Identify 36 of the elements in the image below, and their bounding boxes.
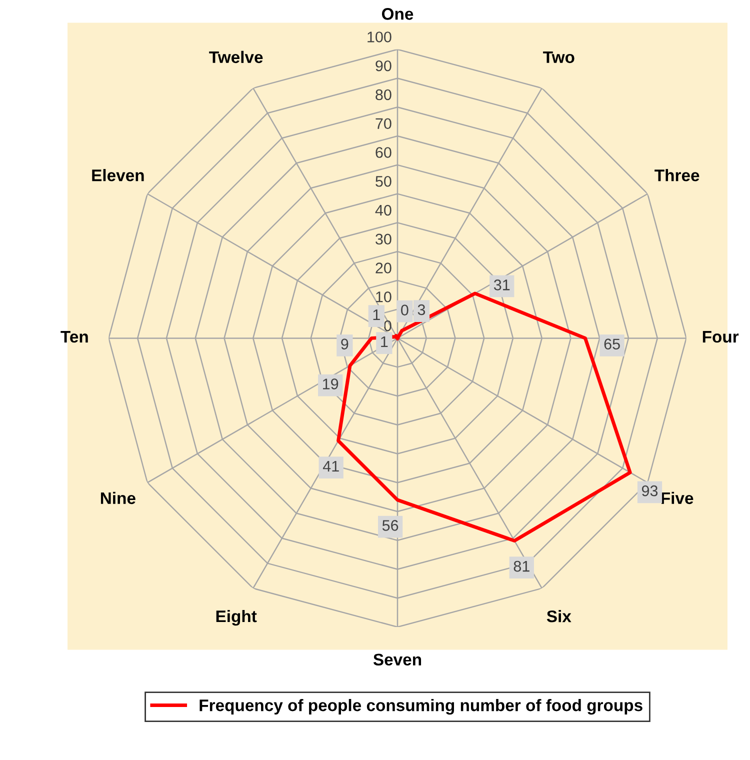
y-tick-label: 50: [376, 176, 392, 187]
y-tick-label: 60: [376, 147, 392, 158]
data-label: 81: [514, 560, 530, 572]
data-label: 1: [373, 309, 380, 320]
spoke-label: Twelve: [209, 50, 263, 64]
y-tick-label: 20: [376, 262, 392, 274]
data-label: 1: [381, 336, 388, 347]
spoke-label: Nine: [100, 492, 136, 504]
y-tick-label: 100: [368, 32, 392, 42]
legend-label: Frequency of people consuming number of food groups: [200, 698, 642, 715]
spoke-label: Five: [662, 492, 694, 504]
y-tick-label: 80: [376, 89, 392, 100]
data-label: 31: [494, 280, 510, 290]
data-label: 9: [341, 338, 348, 350]
y-tick-label: 30: [376, 234, 392, 245]
spoke-label: Three: [654, 169, 700, 182]
y-tick-label: 90: [376, 60, 392, 72]
spoke-label: Two: [543, 51, 574, 64]
data-label: 41: [322, 461, 339, 472]
spoke-label: Ten: [60, 331, 88, 343]
spoke-label: One: [382, 8, 414, 20]
data-label: 56: [382, 520, 398, 531]
y-tick-label: 10: [376, 291, 392, 302]
spoke-label: Eleven: [92, 169, 144, 182]
data-label: 93: [642, 485, 658, 496]
data-label: 0: [401, 304, 408, 316]
spoke-label: Eight: [216, 610, 257, 626]
data-label: 65: [604, 338, 620, 350]
spoke-label: Seven: [373, 654, 422, 666]
y-tick-label: 0: [384, 320, 392, 332]
spoke-label: Six: [546, 610, 572, 622]
y-tick-label: 40: [375, 204, 392, 216]
spoke-label: Four: [702, 331, 739, 343]
data-label: 3: [418, 304, 426, 316]
data-label: 19: [323, 378, 338, 390]
y-tick-label: 70: [376, 118, 392, 130]
